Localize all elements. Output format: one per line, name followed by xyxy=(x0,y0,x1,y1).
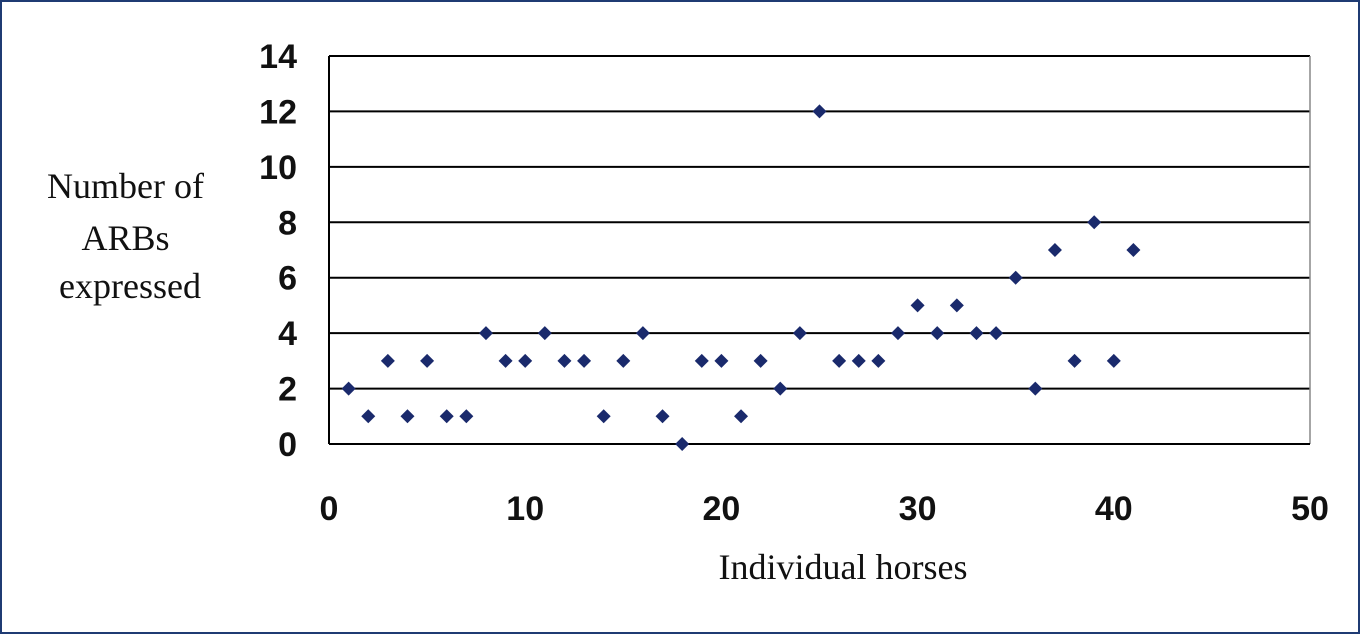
data-point-20 xyxy=(714,353,729,368)
data-point-35 xyxy=(1008,270,1023,285)
x-tick-label-2: 20 xyxy=(702,490,740,528)
data-point-41 xyxy=(1126,243,1141,257)
data-point-27 xyxy=(851,353,866,368)
data-point-37 xyxy=(1047,243,1062,257)
data-point-32 xyxy=(949,298,964,313)
data-point-39 xyxy=(1087,215,1102,230)
y-tick-label-7: 14 xyxy=(259,38,297,76)
data-point-29 xyxy=(890,326,905,341)
data-point-36 xyxy=(1028,381,1043,396)
x-tick-label-1: 10 xyxy=(506,490,544,528)
data-point-38 xyxy=(1067,353,1082,368)
data-point-4 xyxy=(400,409,415,424)
x-tick-label-5: 50 xyxy=(1291,490,1329,528)
data-point-17 xyxy=(655,409,670,424)
y-tick-label-5: 10 xyxy=(259,149,297,187)
data-point-23 xyxy=(773,381,788,396)
y-axis-label-line-3: expressed xyxy=(59,266,201,306)
data-point-25 xyxy=(812,104,827,119)
data-point-18 xyxy=(675,437,690,451)
y-axis-label-line-2: ARBs xyxy=(81,218,169,258)
x-tick-label-4: 40 xyxy=(1095,490,1133,528)
data-point-7 xyxy=(459,409,474,424)
x-tick-label-3: 30 xyxy=(899,490,937,528)
data-point-3 xyxy=(380,353,395,368)
data-point-2 xyxy=(361,409,376,424)
data-point-15 xyxy=(616,353,631,368)
data-points xyxy=(341,104,1141,451)
data-point-19 xyxy=(694,353,709,368)
y-tick-label-2: 4 xyxy=(278,315,297,353)
y-tick-label-0: 0 xyxy=(278,426,297,464)
data-point-24 xyxy=(792,326,807,341)
y-axis-label-line-1: Number of xyxy=(47,166,204,206)
data-point-16 xyxy=(635,326,650,341)
data-point-8 xyxy=(478,326,493,341)
y-tick-label-3: 6 xyxy=(278,260,297,298)
y-tick-label-6: 12 xyxy=(259,93,297,131)
data-point-1 xyxy=(341,381,356,396)
y-axis-label: Number of ARBs expressed xyxy=(47,166,213,306)
data-point-6 xyxy=(439,409,454,424)
data-point-40 xyxy=(1106,353,1121,368)
data-point-5 xyxy=(420,353,435,368)
data-point-30 xyxy=(910,298,925,313)
y-tick-label-4: 8 xyxy=(278,204,297,242)
data-point-14 xyxy=(596,409,611,424)
data-point-33 xyxy=(969,326,984,341)
data-point-13 xyxy=(577,353,592,368)
data-point-28 xyxy=(871,353,886,368)
y-tick-labels: 0 2 4 6 8 10 12 14 xyxy=(259,38,297,464)
data-point-10 xyxy=(518,353,533,368)
data-point-34 xyxy=(989,326,1004,341)
data-point-22 xyxy=(753,353,768,368)
x-tick-label-0: 0 xyxy=(320,490,339,528)
data-point-21 xyxy=(734,409,749,424)
x-axis-label: Individual horses xyxy=(719,547,968,587)
axes xyxy=(328,56,1311,445)
data-point-31 xyxy=(930,326,945,341)
y-tick-label-1: 2 xyxy=(278,371,297,409)
data-point-9 xyxy=(498,353,513,368)
data-point-12 xyxy=(557,353,572,368)
data-point-11 xyxy=(537,326,552,341)
data-point-26 xyxy=(832,353,847,368)
x-tick-labels: 0 10 20 30 40 50 xyxy=(320,490,1329,528)
